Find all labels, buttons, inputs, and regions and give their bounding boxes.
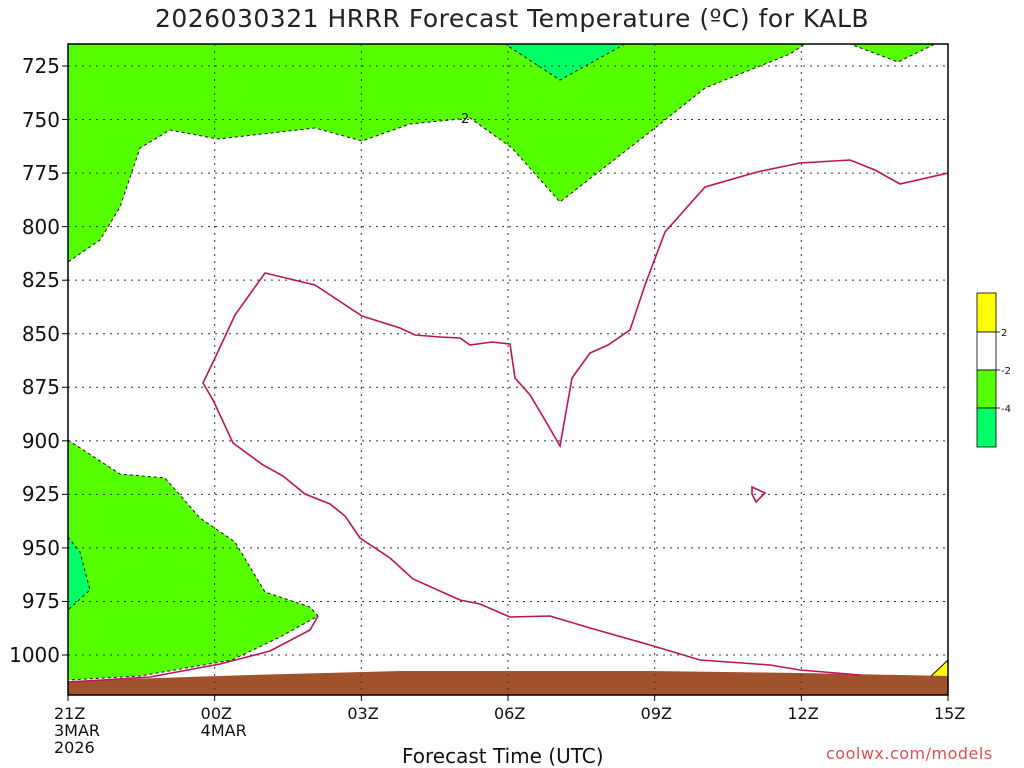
x-axis-label: Forecast Time (UTC) [402, 744, 604, 768]
y-tick-label: 800 [21, 214, 60, 239]
temperature-contour [69, 159, 948, 683]
colorbar-segment [976, 369, 997, 409]
credit-text: coolwx.com/models [826, 744, 993, 763]
x-tick-label: 15Z [934, 704, 966, 723]
y-tick-label: 975 [21, 589, 60, 614]
x-tick-label: 03Z [347, 704, 379, 723]
contour-label: 2 [461, 112, 469, 127]
colorbar-label: -2 [1001, 366, 1011, 377]
y-tick-label: 850 [21, 321, 60, 346]
x-tick-label: 21Z 3MAR 2026 [54, 704, 101, 757]
colorbar-label: -4 [1001, 404, 1011, 415]
x-tick-label: 09Z [640, 704, 672, 723]
y-tick-label: 875 [21, 375, 60, 400]
colorbar-segment [976, 407, 997, 448]
y-tick-label: 725 [21, 54, 60, 78]
colorbar-label: 2 [1001, 328, 1007, 339]
colorbar-segment [976, 331, 997, 371]
cold-region-lower [68, 439, 319, 681]
y-tick-label: 950 [21, 535, 60, 560]
x-tick-label: 06Z [494, 704, 526, 723]
colder-region-upper [504, 44, 627, 81]
temperature-contour-small [751, 485, 767, 504]
x-tick-label: 12Z [787, 704, 819, 723]
chart-title: 2026030321 HRRR Forecast Temperature (ºC… [154, 4, 870, 33]
y-tick-label: 900 [21, 428, 60, 453]
y-tick-label: 775 [21, 161, 60, 186]
y-tick-label: 925 [21, 482, 60, 507]
y-tick-label: 1000 [9, 643, 60, 667]
colder-region-lower [68, 536, 91, 611]
x-tick-label: 00Z 4MAR [200, 704, 247, 740]
colorbar-segment [976, 292, 997, 333]
cold-region-upper [68, 44, 948, 263]
y-tick-label: 825 [21, 268, 60, 293]
y-tick-label: 750 [21, 107, 60, 132]
